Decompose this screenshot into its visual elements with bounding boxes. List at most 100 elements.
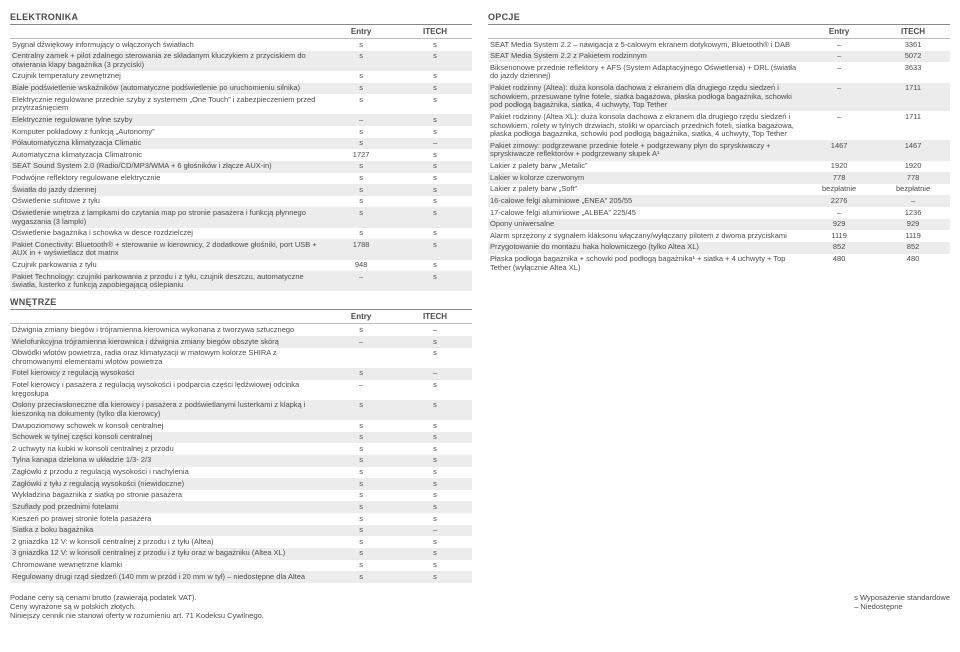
table-cell: s xyxy=(398,571,472,583)
table-row: Kieszeń po prawej stronie fotela pasażer… xyxy=(10,513,472,525)
table-cell: s xyxy=(398,196,472,208)
table-row: SEAT Media System 2.2 – nawigacja z 5-ca… xyxy=(488,39,950,51)
table-cell: s xyxy=(398,348,472,368)
table-cell: s xyxy=(324,51,398,71)
table-cell: – xyxy=(802,39,876,51)
table-cell: s xyxy=(324,39,398,51)
table-cell: Chromowane wewnętrzne klamki xyxy=(10,560,324,572)
table-cell: 480 xyxy=(802,254,876,274)
table-cell: s xyxy=(324,467,398,479)
col-header: Entry xyxy=(324,310,398,324)
footer-legend: – Niedostępne xyxy=(854,602,950,611)
right-column: OPCJE Entry ITECH SEAT Media System 2.2 … xyxy=(488,6,950,583)
table-cell: Przygotowanie do montażu haka holownicze… xyxy=(488,242,802,254)
table-cell: Pakiet Conectivity: Bluetooth® + sterowa… xyxy=(10,239,324,259)
table-cell: 3361 xyxy=(876,39,950,51)
table-cell: s xyxy=(324,207,398,227)
table-row: 3 gniazdka 12 V: w konsoli centralnej z … xyxy=(10,548,472,560)
table-cell: s xyxy=(324,324,398,336)
table-cell: 852 xyxy=(802,242,876,254)
table-cell: s xyxy=(324,571,398,583)
table-cell: 3 gniazdka 12 V: w konsoli centralnej z … xyxy=(10,548,324,560)
table-cell: s xyxy=(324,490,398,502)
table-cell: s xyxy=(398,336,472,348)
table-cell: s xyxy=(324,455,398,467)
table-cell: – xyxy=(324,271,398,291)
table-cell: s xyxy=(398,114,472,126)
table-cell: 1119 xyxy=(802,230,876,242)
table-header-row: Entry ITECH xyxy=(10,310,472,324)
table-cell: s xyxy=(398,501,472,513)
table-cell: s xyxy=(398,126,472,138)
table-cell: bezpłatnie xyxy=(876,184,950,196)
two-column-layout: ELEKTRONIKA Entry ITECH Sygnał dźwiękowy… xyxy=(10,6,950,583)
table-cell: s xyxy=(398,560,472,572)
table-cell: 948 xyxy=(324,260,398,272)
table-cell: 929 xyxy=(802,219,876,231)
footer-left: Podane ceny są cenami brutto (zawierają … xyxy=(10,593,264,620)
table-row: Obwódki wlotów powietrza, radia oraz kli… xyxy=(10,348,472,368)
table-cell: – xyxy=(398,525,472,537)
table-cell: s xyxy=(324,184,398,196)
table-cell: 2276 xyxy=(802,195,876,207)
table-cell: Elektrycznie regulowane tylne szyby xyxy=(10,114,324,126)
table-cell: s xyxy=(324,94,398,114)
table-cell: Fotel kierowcy i pasażera z regulacją wy… xyxy=(10,380,324,400)
table-cell: s xyxy=(398,478,472,490)
table-row: Pakiet rodzinny (Altea XL): duża konsola… xyxy=(488,111,950,140)
table-cell: Półautomatyczna klimatyzacja Climatic xyxy=(10,138,324,150)
table-header-row: Entry ITECH xyxy=(10,25,472,39)
elektronika-title: ELEKTRONIKA xyxy=(10,12,472,25)
table-cell: Siatka z boku bagażnika xyxy=(10,525,324,537)
table-cell: Czujnik parkowania z tyłu xyxy=(10,260,324,272)
table-cell: s xyxy=(398,51,472,71)
col-header xyxy=(10,25,324,39)
table-cell: s xyxy=(398,432,472,444)
col-header xyxy=(10,310,324,324)
table-cell: s xyxy=(398,239,472,259)
table-row: 2 gniazdka 12 V: w konsoli centralnej z … xyxy=(10,536,472,548)
table-row: Pakiet rodzinny (Altea): duża konsola da… xyxy=(488,83,950,112)
table-cell: 480 xyxy=(876,254,950,274)
table-cell: s xyxy=(324,443,398,455)
footer-line: Podane ceny są cenami brutto (zawierają … xyxy=(10,593,264,602)
table-cell: 778 xyxy=(802,172,876,184)
table-cell: s xyxy=(324,478,398,490)
table-cell: s xyxy=(398,455,472,467)
table-cell: Szuflady pod przednimi fotelami xyxy=(10,501,324,513)
table-row: Oświetlenie sufitowe z tyłuss xyxy=(10,196,472,208)
table-cell: s xyxy=(398,271,472,291)
table-cell: Schowek w tylnej części konsoli centraln… xyxy=(10,432,324,444)
table-cell: Alarm sprzężony z sygnałem klaksonu włąc… xyxy=(488,230,802,242)
table-row: Zagłówki z tyłu z regulacją wysokości (n… xyxy=(10,478,472,490)
table-cell: SEAT Media System 2.2 z Pakietem rodzinn… xyxy=(488,51,802,63)
table-cell: Biksenonowe przednie reflektory + AFS (S… xyxy=(488,62,802,82)
footer-legend: s Wyposażenie standardowe xyxy=(854,593,950,602)
table-cell: Regulowany drugi rząd siedzeń (140 mm w … xyxy=(10,571,324,583)
table-cell: s xyxy=(324,536,398,548)
table-row: SEAT Sound System 2.0 (Radio/CD/MP3/WMA … xyxy=(10,161,472,173)
table-cell: s xyxy=(398,83,472,95)
table-cell: – xyxy=(802,207,876,219)
table-cell: Płaska podłoga bagażnika + schowki pod p… xyxy=(488,254,802,274)
footer-right: s Wyposażenie standardowe – Niedostępne xyxy=(854,593,950,620)
table-row: Osłony przeciwsłoneczne dla kierowcy i p… xyxy=(10,400,472,420)
table-cell: s xyxy=(398,443,472,455)
table-cell: Pakiet Technology: czujniki parkowania z… xyxy=(10,271,324,291)
table-cell: Obwódki wlotów powietrza, radia oraz kli… xyxy=(10,348,324,368)
table-cell: 1467 xyxy=(876,140,950,160)
table-row: Regulowany drugi rząd siedzeń (140 mm w … xyxy=(10,571,472,583)
table-cell: 778 xyxy=(876,172,950,184)
table-cell: s xyxy=(324,71,398,83)
table-row: Tylna kanapa dzielona w układzie 1/3- 2/… xyxy=(10,455,472,467)
wnetrze-table: Entry ITECH Dźwignia zmiany biegów i tró… xyxy=(10,310,472,582)
table-cell: 1467 xyxy=(802,140,876,160)
table-cell: 1236 xyxy=(876,207,950,219)
table-cell: Czujnik temperatury zewnętrznej xyxy=(10,71,324,83)
table-cell: s xyxy=(398,161,472,173)
table-row: Czujnik parkowania z tyłu948s xyxy=(10,260,472,272)
table-cell: Centralny zamek + pilot zdalnego sterowa… xyxy=(10,51,324,71)
table-cell: – xyxy=(324,114,398,126)
table-cell: 5072 xyxy=(876,51,950,63)
elektronika-table: Entry ITECH Sygnał dźwiękowy informujący… xyxy=(10,25,472,291)
